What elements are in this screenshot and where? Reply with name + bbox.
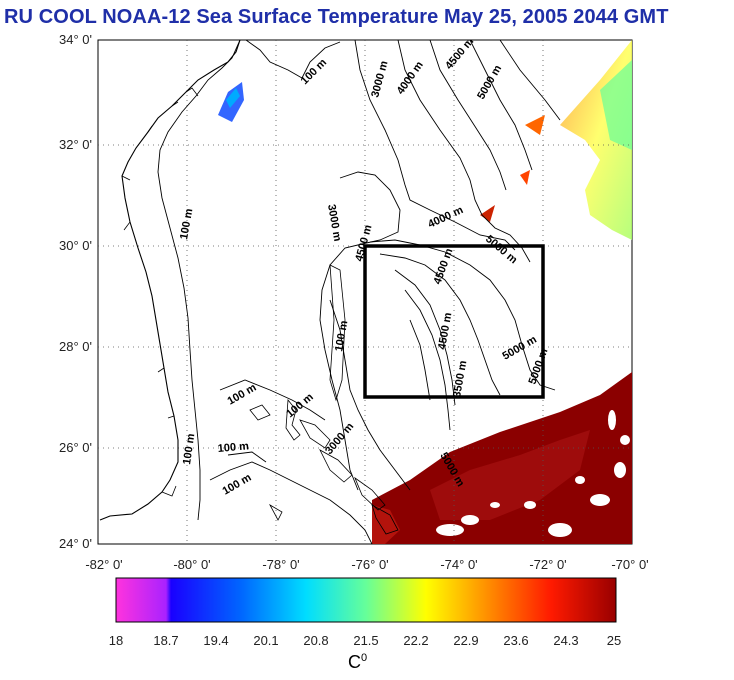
colorbar-tick-label: 19.4 — [203, 633, 228, 648]
lat-tick-label: 26° 0' — [59, 440, 92, 455]
lon-tick-label: -76° 0' — [351, 557, 388, 572]
lat-tick-label: 28° 0' — [59, 339, 92, 354]
lon-tick-label: -74° 0' — [440, 557, 477, 572]
lat-tick-label: 24° 0' — [59, 536, 92, 551]
colorbar-unit-text: C — [348, 652, 361, 672]
colorbar — [115, 577, 617, 623]
contour-label: 100 m — [181, 433, 197, 466]
isobath-100m — [157, 40, 341, 521]
lat-tick-label: 32° 0' — [59, 137, 92, 152]
lat-tick-label: 30° 0' — [59, 238, 92, 253]
lon-tick-label: -72° 0' — [529, 557, 566, 572]
sst-warm-patch-southeast — [372, 372, 632, 544]
lon-tick-label: -82° 0' — [85, 557, 122, 572]
colorbar-unit-label: C0 — [348, 652, 367, 673]
sst-patch-coastal-north — [218, 82, 244, 122]
lat-tick-label: 34° 0' — [59, 32, 92, 47]
coastline-detail — [121, 87, 199, 497]
colorbar-tick-label: 23.6 — [503, 633, 528, 648]
colorbar-unit-superscript: 0 — [361, 652, 368, 664]
isobaths-deep — [319, 40, 561, 491]
colorbar-tick-label: 20.1 — [253, 633, 278, 648]
colorbar-labels: 18 18.7 19.4 20.1 20.8 21.5 22.2 22.9 23… — [109, 633, 621, 648]
colorbar-tick-label: 22.2 — [403, 633, 428, 648]
contour-label: 100 m — [217, 440, 249, 455]
lon-tick-label: -70° 0' — [611, 557, 648, 572]
isobath-100m-bahamas — [209, 379, 373, 544]
coastline-us-east — [99, 40, 241, 521]
colorbar-tick-label: 24.3 — [553, 633, 578, 648]
colorbar-tick-label: 25 — [607, 633, 621, 648]
latitude-labels: 34° 0' 32° 0' 30° 0' 28° 0' 26° 0' 24° 0… — [59, 32, 92, 551]
longitude-labels: -82° 0' -80° 0' -78° 0' -76° 0' -74° 0' … — [85, 557, 648, 572]
lon-tick-label: -80° 0' — [173, 557, 210, 572]
lon-tick-label: -78° 0' — [262, 557, 299, 572]
colorbar-tick-label: 21.5 — [353, 633, 378, 648]
sst-patch-northeast — [480, 40, 632, 240]
study-area-box — [363, 244, 545, 399]
colorbar-tick-label: 20.8 — [303, 633, 328, 648]
contour-label: 100 m — [178, 208, 195, 241]
colorbar-tick-label: 18 — [109, 633, 123, 648]
page-title: RU COOL NOAA-12 Sea Surface Temperature … — [4, 6, 669, 28]
colorbar-tick-label: 22.9 — [453, 633, 478, 648]
contour-label: 100 m — [333, 320, 350, 353]
colorbar-tick-label: 18.7 — [153, 633, 178, 648]
bahamas-islands — [249, 264, 399, 535]
